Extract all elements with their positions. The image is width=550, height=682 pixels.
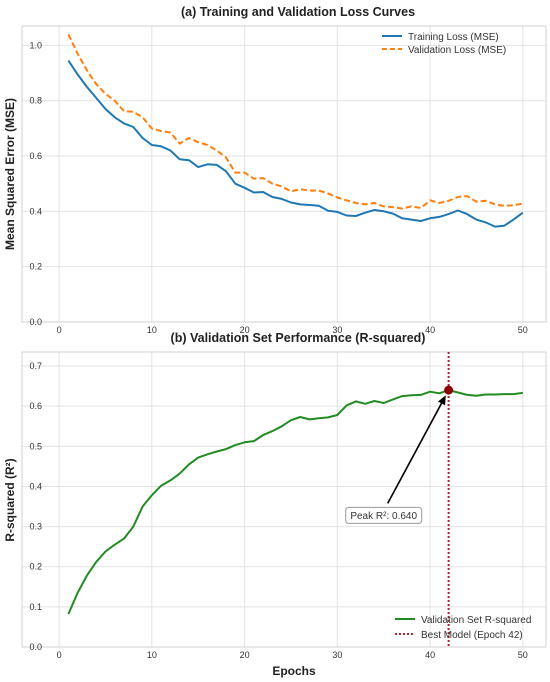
panel-b-y-axis-label: R-squared (R²) xyxy=(3,458,17,541)
x-tick-label: 10 xyxy=(147,325,157,335)
annotation-box xyxy=(345,506,423,524)
x-tick-label: 50 xyxy=(518,325,528,335)
legend-label-r-squared: Validation Set R-squared xyxy=(421,615,531,626)
panel-b-y-ticks: 0.0 0.1 0.2 0.3 0.4 0.5 0.6 0.7 xyxy=(29,361,42,652)
x-tick-label: 0 xyxy=(57,325,62,335)
y-tick-label: 0.5 xyxy=(29,441,42,451)
series-line-0 xyxy=(67,389,523,615)
y-tick-label: 0.8 xyxy=(29,96,42,106)
panel-r-squared: (b) Validation Set Performance (R-square… xyxy=(3,331,547,678)
series-line-1 xyxy=(67,33,523,210)
panel-b-plot-frame xyxy=(21,351,547,648)
x-tick-label: 50 xyxy=(518,650,528,660)
x-tick-label: 40 xyxy=(425,650,435,660)
panel-loss: (a) Training and Validation Loss Curves … xyxy=(3,5,547,335)
panel-a-y-ticks: 0.0 0.2 0.4 0.6 0.8 1.0 xyxy=(29,40,42,327)
x-tick-label: 20 xyxy=(240,325,250,335)
panel-a-series xyxy=(67,33,524,228)
y-tick-label: 0.4 xyxy=(29,206,42,216)
x-tick-label: 10 xyxy=(147,650,157,660)
annotation-arrowhead xyxy=(437,395,446,406)
x-axis-label: Epochs xyxy=(272,664,316,678)
x-tick-label: 30 xyxy=(332,650,342,660)
panel-a-y-axis-label: Mean Squared Error (MSE) xyxy=(3,98,17,250)
y-tick-label: 0.1 xyxy=(29,602,42,612)
y-tick-label: 0.3 xyxy=(29,522,42,532)
panel-b-x-ticks: 0 10 20 30 40 50 xyxy=(57,650,528,660)
y-tick-label: 0.6 xyxy=(29,401,42,411)
panel-b-legend: Validation Set R-squared Best Model (Epo… xyxy=(395,615,531,641)
annotation-label: Peak R²: 0.640 xyxy=(350,511,417,522)
panel-a-gridlines xyxy=(22,26,546,323)
x-tick-label: 20 xyxy=(240,650,250,660)
peak-point xyxy=(444,385,454,395)
panel-b-series xyxy=(67,352,523,647)
legend-label-best-model: Best Model (Epoch 42) xyxy=(421,630,523,641)
x-tick-label: 30 xyxy=(332,325,342,335)
series-line-0 xyxy=(67,60,524,228)
panel-a-title: (a) Training and Validation Loss Curves xyxy=(181,5,415,19)
x-tick-label: 40 xyxy=(425,325,435,335)
legend-label-validation-loss: Validation Loss (MSE) xyxy=(408,45,506,56)
panel-a-legend: Training Loss (MSE) Validation Loss (MSE… xyxy=(382,32,506,56)
panel-a-plot-frame xyxy=(21,25,547,323)
x-tick-label: 0 xyxy=(57,650,62,660)
y-tick-label: 0.2 xyxy=(29,562,42,572)
y-tick-label: 0.6 xyxy=(29,151,42,161)
panel-a-x-ticks: 0 10 20 30 40 50 xyxy=(57,325,528,335)
y-tick-label: 0.2 xyxy=(29,262,42,272)
panel-b-title: (b) Validation Set Performance (R-square… xyxy=(171,331,426,345)
panel-b-gridlines xyxy=(22,352,546,648)
y-tick-label: 0.0 xyxy=(29,642,42,652)
y-tick-label: 1.0 xyxy=(29,40,42,50)
annotation-arrow xyxy=(386,398,445,504)
y-tick-label: 0.7 xyxy=(29,361,42,371)
y-tick-label: 0.4 xyxy=(29,481,42,491)
legend-label-training-loss: Training Loss (MSE) xyxy=(408,32,499,43)
y-tick-label: 0.0 xyxy=(29,317,42,327)
peak-annotation: Peak R²: 0.640 xyxy=(345,395,446,524)
